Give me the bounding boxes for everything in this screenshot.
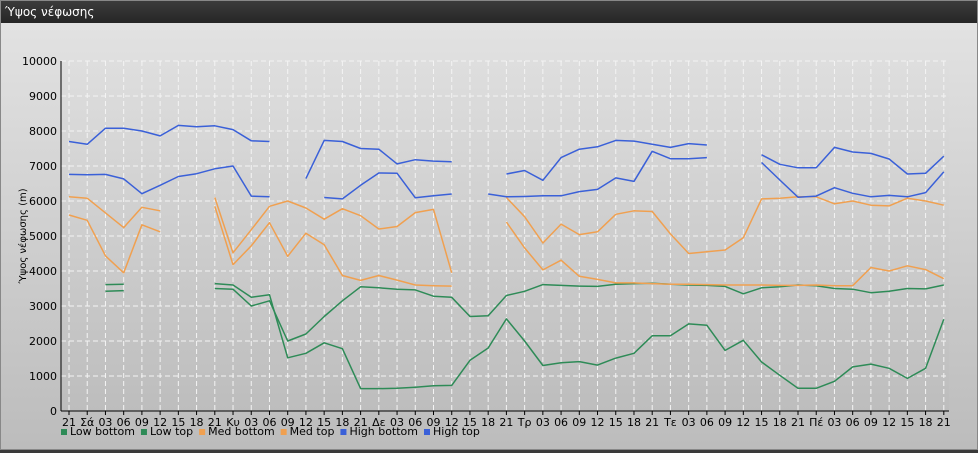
x-tick-label: 18: [335, 416, 349, 429]
x-tick-label: 03: [827, 416, 841, 429]
legend-swatch: [340, 429, 347, 435]
x-tick-label: Τε: [663, 416, 677, 429]
x-tick-label: 06: [554, 416, 568, 429]
legend-label: Med top: [290, 425, 335, 438]
y-tick-label: 10000: [22, 55, 57, 68]
legend-swatch: [199, 429, 206, 435]
x-tick-label: 21: [937, 416, 951, 429]
series-line-high-bottom: [68, 150, 945, 200]
x-tick-label: 15: [609, 416, 623, 429]
x-tick-label: 18: [481, 416, 495, 429]
x-tick-label: 15: [463, 416, 477, 429]
x-tick-label: 15: [755, 416, 769, 429]
x-tick-label: 21: [208, 416, 222, 429]
x-tick-label: 03: [98, 416, 112, 429]
x-tick-label: 15: [900, 416, 914, 429]
x-tick-label: 06: [262, 416, 276, 429]
x-tick-label: 15: [171, 416, 185, 429]
legend-label: Low top: [150, 425, 193, 438]
legend: Low bottom Low top Med bottom Med top High b…: [61, 425, 480, 438]
x-tick-label: 21: [62, 416, 76, 429]
x-tick-label: 09: [718, 416, 732, 429]
y-tick-label: 7000: [29, 160, 57, 173]
x-tick-label: 18: [627, 416, 641, 429]
x-tick-label: 12: [153, 416, 167, 429]
legend-item-low-top[interactable]: Low top: [140, 425, 193, 438]
x-tick-label: Κυ: [226, 416, 240, 429]
y-tick-label: 6000: [29, 195, 57, 208]
legend-label: High bottom: [349, 425, 418, 438]
x-tick-label: Δε: [372, 416, 386, 429]
x-tick-label: Πέ: [809, 416, 823, 429]
series-line-high-top: [68, 124, 945, 182]
x-tick-label: 12: [591, 416, 605, 429]
x-tick-label: 12: [736, 416, 750, 429]
legend-swatch: [424, 429, 430, 435]
x-tick-label: 15: [317, 416, 331, 429]
x-tick-label: 12: [299, 416, 313, 429]
series-lines: [68, 124, 945, 390]
y-tick-label: 4000: [29, 265, 57, 278]
series-line-med-top: [68, 196, 944, 274]
legend-swatch: [280, 429, 287, 435]
y-axis-label: Ύψος νέφωσης (m): [17, 188, 29, 284]
x-tick-label: 18: [773, 416, 787, 429]
y-tick-label: 2000: [29, 335, 57, 348]
cloud-height-chart: 0 1000 2000 3000 4000 5000 6000 7000 8000 9000 100…: [17, 55, 951, 438]
y-tick-label: 8000: [29, 125, 57, 138]
x-tick-label: 03: [390, 416, 404, 429]
x-tick-label: 21: [791, 416, 805, 429]
x-tick-label: 09: [572, 416, 586, 429]
legend-item-med-top[interactable]: Med top: [280, 425, 335, 438]
y-tick-label: 0: [50, 405, 57, 418]
legend-item-low-bottom[interactable]: Low bottom: [61, 425, 135, 438]
x-tick-label: 06: [117, 416, 131, 429]
series-line-low-top: [105, 282, 945, 390]
x-tick-label: 06: [846, 416, 860, 429]
legend-swatch: [140, 429, 147, 435]
legend-label: Low bottom: [70, 425, 135, 438]
axes: 0 1000 2000 3000 4000 5000 6000 7000 8000 9000 100…: [22, 55, 951, 429]
x-tick-label: 09: [427, 416, 441, 429]
x-tick-label: 21: [645, 416, 659, 429]
legend-item-high-bottom[interactable]: High bottom: [340, 425, 418, 438]
y-tick-label: 1000: [29, 370, 57, 383]
x-tick-label: 09: [281, 416, 295, 429]
x-tick-label: 03: [244, 416, 258, 429]
legend-item-high-top[interactable]: High top: [424, 425, 480, 438]
legend-swatch: [61, 429, 67, 435]
x-tick-label: 06: [700, 416, 714, 429]
series-line-med-bottom: [68, 206, 945, 287]
legend-label: High top: [433, 425, 480, 438]
x-tick-label: 21: [499, 416, 513, 429]
x-tick-label: 12: [882, 416, 896, 429]
x-tick-label: Σά: [80, 416, 94, 429]
x-tick-label: 12: [445, 416, 459, 429]
window-title: Ύψος νέφωσης: [1, 1, 977, 23]
x-tick-label: 21: [354, 416, 368, 429]
y-tick-label: 5000: [29, 230, 57, 243]
x-tick-label: 18: [919, 416, 933, 429]
grid-lines: [61, 60, 949, 412]
x-tick-label: 09: [135, 416, 149, 429]
legend-item-med-bottom[interactable]: Med bottom: [199, 425, 275, 438]
x-tick-label: 18: [190, 416, 204, 429]
x-tick-label: 03: [536, 416, 550, 429]
y-tick-label: 3000: [29, 300, 57, 313]
y-tick-label: 9000: [29, 90, 57, 103]
series-line-low-bottom: [105, 282, 944, 342]
legend-label: Med bottom: [208, 425, 275, 438]
x-tick-label: 06: [408, 416, 422, 429]
x-tick-label: 03: [682, 416, 696, 429]
chart-panel: 0 1000 2000 3000 4000 5000 6000 7000 8000 9000 100…: [1, 23, 977, 449]
x-tick-label: Τρ: [517, 416, 532, 429]
x-tick-label: 09: [864, 416, 878, 429]
